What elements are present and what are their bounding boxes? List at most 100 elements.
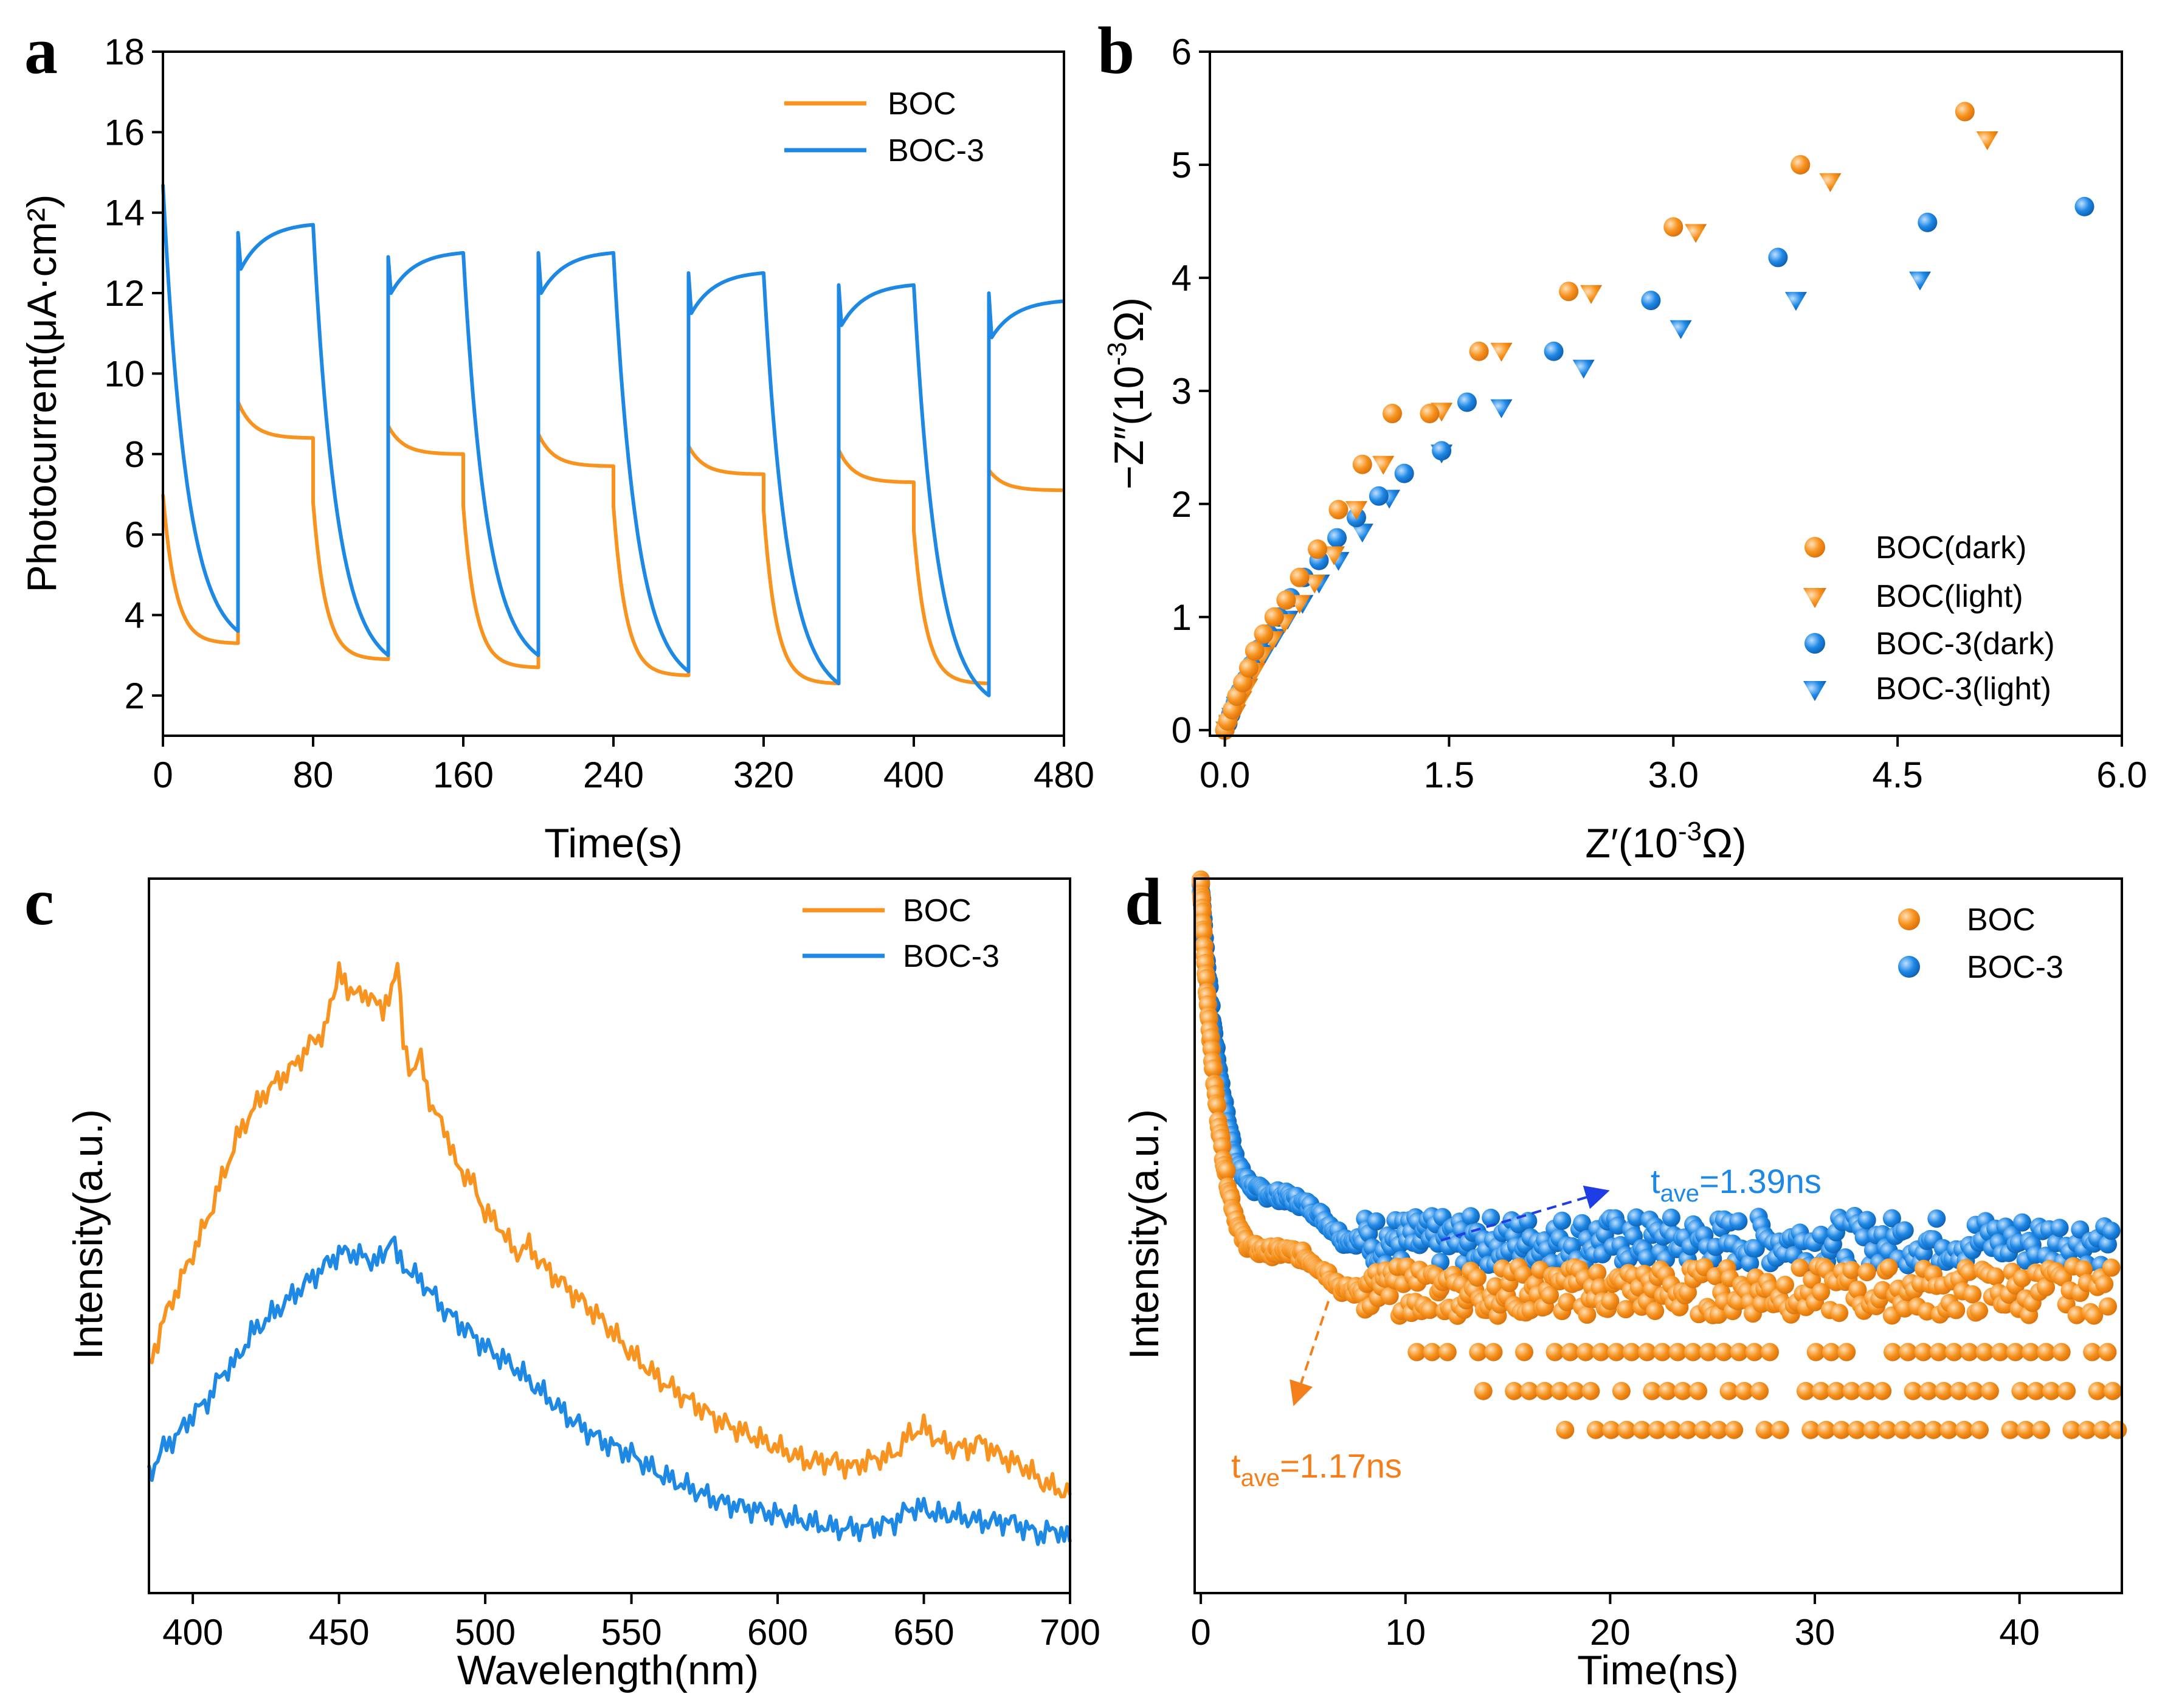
panel-c-xtick-label: 500 — [455, 1612, 516, 1653]
annotation-arrow-boc — [1290, 1301, 1330, 1406]
point-boc-3 — [1573, 1214, 1592, 1233]
point-boc — [1617, 1300, 1635, 1319]
point-boc — [2083, 1343, 2102, 1361]
point-boc — [1735, 1381, 1753, 1400]
point-boc-dark — [1420, 404, 1440, 424]
point-boc-3-light — [1490, 399, 1513, 418]
point-boc — [1991, 1343, 2009, 1361]
point-boc-3-dark — [1457, 392, 1477, 412]
panel-c-xlabel: Wavelength(nm) — [457, 1647, 759, 1693]
point-boc — [2001, 1420, 2020, 1439]
point-boc-dark — [1264, 607, 1284, 627]
point-boc — [1939, 1420, 1958, 1439]
point-boc — [2032, 1420, 2050, 1439]
point-boc-3-light — [1909, 271, 1932, 291]
point-boc — [1986, 1267, 2005, 1286]
panel-a-ytick-label: 16 — [104, 112, 145, 153]
point-boc — [1725, 1420, 1744, 1439]
point-boc — [1924, 1420, 1943, 1439]
point-boc — [2011, 1381, 2030, 1400]
point-boc — [1663, 1420, 1682, 1439]
point-boc — [2093, 1420, 2112, 1439]
point-boc — [1673, 1381, 1692, 1400]
point-boc — [1899, 1343, 1918, 1361]
point-boc — [1945, 1343, 1963, 1361]
panel-b-frame — [1209, 50, 2123, 737]
point-boc — [1545, 1343, 1564, 1361]
panel-b-ticks: 0.0 1.5 3.0 4.5 6.0 0 1 2 3 4 5 6 — [1172, 32, 2147, 795]
point-boc — [2037, 1278, 2055, 1296]
series-line-boc-3 — [161, 184, 1065, 697]
panel-d-annotation-boc: tave=1.17ns — [1231, 1301, 1402, 1492]
panel-letter-b: b — [1097, 13, 1134, 88]
point-boc-3 — [1895, 1221, 1914, 1240]
point-boc — [1622, 1343, 1641, 1361]
point-boc — [1791, 1259, 1809, 1277]
panel-b-ytick-label: 1 — [1172, 597, 1192, 638]
panel-a-ytick-label: 10 — [104, 353, 145, 394]
panel-b-legend: BOC(dark) BOC(light) BOC-3(dark) BOC-3(l… — [1803, 530, 2055, 707]
point-boc-3 — [1729, 1212, 1748, 1231]
point-boc-dark — [1559, 282, 1579, 302]
point-boc — [1761, 1343, 1779, 1361]
point-boc — [2095, 1274, 2114, 1293]
panel-c-ylabel: Intensity(a.u.) — [65, 1109, 111, 1360]
point-boc-3 — [1367, 1212, 1386, 1231]
panel-b-xlabel-pre: Z′(10 — [1585, 820, 1678, 866]
point-boc — [1558, 1293, 1576, 1312]
point-boc-dark — [1308, 539, 1328, 559]
point-boc — [1646, 1302, 1665, 1320]
point-boc-dark — [1245, 641, 1265, 661]
point-boc — [1935, 1381, 1953, 1400]
point-boc — [1857, 1263, 1876, 1282]
point-boc — [1699, 1343, 1718, 1361]
legend-label-boc-3: BOC-3 — [888, 133, 984, 168]
point-boc — [1484, 1343, 1503, 1361]
point-boc — [1515, 1343, 1533, 1361]
legend-marker-boc-3 — [1898, 956, 1920, 978]
point-boc-dark — [1469, 341, 1489, 361]
panel-b-xtick-label: 0.0 — [1200, 755, 1250, 795]
panel-a-xlabel: Time(s) — [544, 820, 683, 866]
point-boc — [1653, 1343, 1672, 1361]
point-boc — [1602, 1420, 1621, 1439]
point-boc — [1420, 1301, 1439, 1319]
point-boc-3 — [2013, 1213, 2032, 1232]
point-boc — [1817, 1420, 1835, 1439]
panel-b-ylabel: −Z″(10-3Ω) — [1102, 297, 1152, 489]
point-boc — [1842, 1381, 1861, 1400]
point-boc-3-dark — [1327, 528, 1347, 548]
point-boc — [1842, 1260, 1861, 1279]
panel-a-legend: BOC BOC-3 — [784, 86, 984, 168]
point-boc — [1730, 1343, 1749, 1361]
panel-b-ylabel-post: Ω) — [1106, 297, 1152, 342]
point-boc — [1884, 1343, 1902, 1361]
point-boc — [1832, 1420, 1851, 1439]
panel-c-plot-area — [147, 961, 1072, 1546]
panel-d-legend: BOC BOC-3 — [1898, 902, 2063, 985]
annotation-arrow-boc-3 — [1440, 1185, 1610, 1242]
point-boc-3 — [1482, 1208, 1500, 1227]
point-boc-light — [1490, 342, 1513, 362]
legend-marker-boc-light — [1803, 588, 1826, 608]
point-boc — [1556, 1420, 1575, 1439]
point-boc — [1468, 1268, 1487, 1287]
point-boc — [2108, 1420, 2127, 1439]
panel-b-ytick-label: 5 — [1172, 145, 1192, 185]
point-boc — [1929, 1343, 1948, 1361]
panel-a-ytick-label: 14 — [104, 193, 145, 233]
point-boc-light — [1976, 131, 1998, 151]
panel-d-xlabel: Time(ns) — [1577, 1647, 1739, 1693]
point-boc — [1904, 1381, 1922, 1400]
point-boc — [2042, 1381, 2060, 1400]
panel-d-xtick-label: 30 — [1795, 1612, 1835, 1653]
point-boc — [1197, 969, 1216, 987]
point-boc — [1848, 1420, 1866, 1439]
point-boc — [1830, 1304, 1849, 1322]
point-boc-3 — [1553, 1211, 1572, 1230]
panel-b-ytick-label: 4 — [1172, 258, 1192, 299]
point-boc — [1806, 1343, 1825, 1361]
point-boc — [1541, 1286, 1559, 1305]
panel-a-plot-area — [161, 184, 1065, 697]
